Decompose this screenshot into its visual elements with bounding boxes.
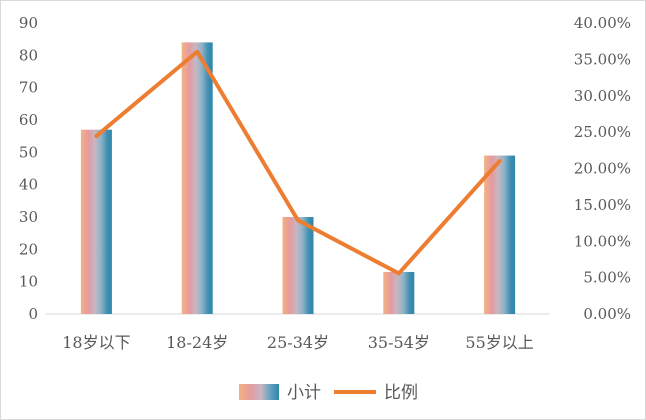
category-label: 55岁以上 — [465, 333, 533, 352]
legend-swatch-bar — [239, 384, 279, 400]
legend: 小计 比例 — [239, 383, 418, 403]
category-label: 25-34岁 — [267, 333, 329, 352]
bar — [282, 217, 314, 314]
line-series — [94, 49, 502, 276]
category-label: 18-24岁 — [166, 333, 228, 352]
left-tick-label: 90 — [19, 14, 38, 32]
bar-series — [80, 42, 516, 315]
legend-label-bar: 小计 — [287, 383, 321, 403]
left-tick-label: 0 — [28, 305, 38, 323]
right-tick-label: 5.00% — [583, 269, 631, 287]
left-tick-label: 30 — [19, 208, 38, 226]
bar — [484, 155, 516, 314]
left-tick-label: 70 — [19, 79, 38, 97]
left-tick-label: 20 — [19, 240, 38, 258]
bar — [383, 271, 415, 314]
right-tick-label: 35.00% — [574, 50, 631, 68]
right-tick-label: 10.00% — [574, 232, 631, 250]
left-tick-label: 60 — [19, 111, 38, 129]
category-label: 18岁以下 — [62, 333, 130, 352]
left-tick-label: 40 — [19, 176, 38, 194]
right-tick-label: 15.00% — [574, 196, 631, 214]
left-tick-label: 80 — [19, 46, 38, 64]
x-axis-categories: 18岁以下 18-24岁 25-34岁 35-54岁 55岁以上 — [62, 333, 534, 352]
bar — [80, 129, 112, 314]
right-y-axis: 0.00% 5.00% 10.00% 15.00% 20.00% 25.00% 30.00%… — [574, 14, 631, 323]
category-label: 35-54岁 — [368, 333, 430, 352]
left-tick-label: 10 — [19, 273, 38, 291]
bar — [181, 42, 213, 315]
left-y-axis: 0 10 20 30 40 50 60 70 80 90 — [19, 14, 38, 323]
right-tick-label: 40.00% — [574, 14, 631, 32]
right-tick-label: 30.00% — [574, 87, 631, 105]
right-tick-label: 25.00% — [574, 123, 631, 141]
right-tick-label: 20.00% — [574, 160, 631, 178]
right-tick-label: 0.00% — [583, 305, 631, 323]
legend-label-line: 比例 — [384, 383, 418, 403]
left-tick-label: 50 — [19, 143, 38, 161]
